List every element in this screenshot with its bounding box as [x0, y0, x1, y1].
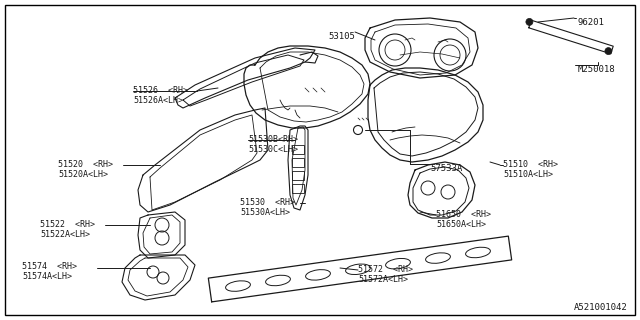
Text: A521001042: A521001042 — [574, 303, 628, 312]
Circle shape — [526, 19, 533, 25]
Text: 51520  <RH>: 51520 <RH> — [58, 160, 113, 169]
Text: 51510  <RH>: 51510 <RH> — [503, 160, 558, 169]
Text: 51530A<LH>: 51530A<LH> — [240, 208, 290, 217]
Text: 51526  <RH>: 51526 <RH> — [133, 86, 188, 95]
Text: 53105: 53105 — [328, 32, 355, 41]
Text: 51510A<LH>: 51510A<LH> — [503, 170, 553, 179]
Text: M250018: M250018 — [578, 65, 616, 74]
Bar — [292, 184, 304, 193]
Text: 51520A<LH>: 51520A<LH> — [58, 170, 108, 179]
Text: 51572  <RH>: 51572 <RH> — [358, 265, 413, 274]
Text: 51650  <RH>: 51650 <RH> — [436, 210, 491, 219]
Circle shape — [605, 48, 612, 55]
Text: 96201: 96201 — [578, 18, 605, 27]
Bar — [292, 158, 304, 167]
Text: 51574  <RH>: 51574 <RH> — [22, 262, 77, 271]
Text: 51526A<LH>: 51526A<LH> — [133, 96, 183, 105]
Text: 51650A<LH>: 51650A<LH> — [436, 220, 486, 229]
Text: 51522A<LH>: 51522A<LH> — [40, 230, 90, 239]
Text: 57533A: 57533A — [430, 164, 462, 173]
Text: 51530  <RH>: 51530 <RH> — [240, 198, 295, 207]
Bar — [292, 171, 304, 180]
Text: 51530B<RH>: 51530B<RH> — [248, 135, 298, 144]
Text: 51530C<LH>: 51530C<LH> — [248, 145, 298, 154]
Text: 51522  <RH>: 51522 <RH> — [40, 220, 95, 229]
Text: 51572A<LH>: 51572A<LH> — [358, 275, 408, 284]
Text: 51574A<LH>: 51574A<LH> — [22, 272, 72, 281]
Bar — [292, 145, 304, 154]
